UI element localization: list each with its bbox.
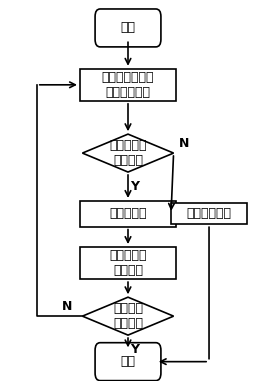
Text: 类对象成员
变量赋值: 类对象成员 变量赋值 (109, 249, 147, 277)
Bar (80, 69, 176, 101)
FancyBboxPatch shape (95, 343, 161, 380)
Text: 存在该实体
对应的类: 存在该实体 对应的类 (109, 139, 147, 167)
Text: Y: Y (130, 343, 139, 356)
Polygon shape (82, 134, 174, 172)
Text: 建立类对象: 建立类对象 (109, 207, 147, 220)
Bar (171, 203, 247, 224)
Text: N: N (179, 137, 189, 150)
Text: 从程序结构体组
中提取结构体: 从程序结构体组 中提取结构体 (102, 71, 154, 99)
Text: N: N (62, 300, 72, 313)
Text: 开始: 开始 (121, 21, 135, 34)
Text: 生成存储
完成标志: 生成存储 完成标志 (113, 302, 143, 330)
Text: 结束: 结束 (121, 355, 135, 368)
Text: Y: Y (130, 180, 139, 193)
FancyBboxPatch shape (95, 9, 161, 47)
Bar (80, 201, 176, 227)
Polygon shape (82, 297, 174, 335)
Bar (80, 247, 176, 279)
Text: 反馈错误信息: 反馈错误信息 (187, 207, 231, 220)
